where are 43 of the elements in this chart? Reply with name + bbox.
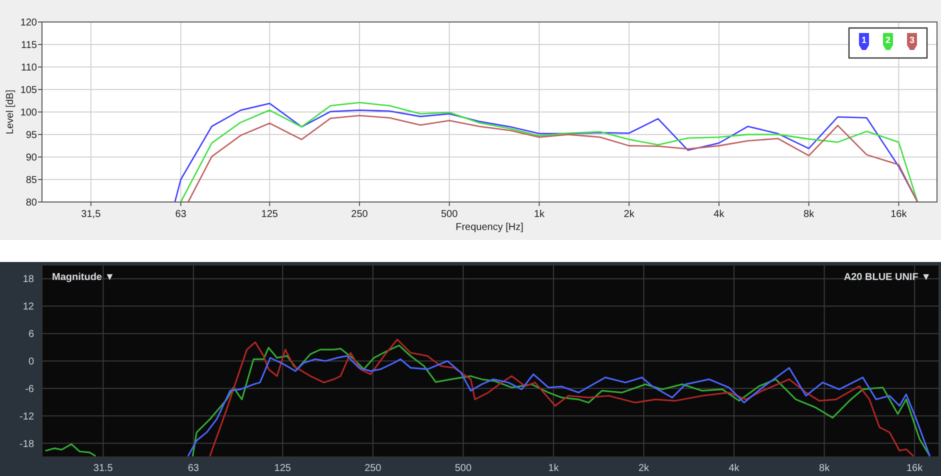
x-tick-label: 63 — [175, 209, 187, 220]
x-tick-label: 31.5 — [93, 463, 114, 474]
x-tick-label: 63 — [188, 463, 200, 474]
x-tick-label: 500 — [441, 209, 458, 220]
y-tick-label: 115 — [21, 40, 38, 51]
y-tick-label: 110 — [21, 62, 38, 74]
x-tick-label: 8k — [819, 463, 831, 474]
y-tick-label: 90 — [26, 152, 38, 164]
x-tick-label: 8k — [804, 209, 816, 220]
x-tick-label: 4k — [714, 209, 726, 220]
x-tick-label: 125 — [261, 209, 278, 220]
x-tick-label: 500 — [454, 463, 472, 474]
x-tick-label: 4k — [728, 463, 740, 474]
x-tick-label: 16k — [906, 463, 924, 474]
x-tick-label: 2k — [624, 209, 636, 220]
annotation: Magnitude ▼ — [52, 272, 115, 283]
y-tick-label: 105 — [20, 85, 38, 96]
x-tick-label: 125 — [274, 463, 292, 474]
text: 2 — [885, 35, 891, 45]
x-tick-label: 16k — [890, 209, 908, 220]
y-tick-label: 85 — [26, 175, 38, 186]
x-tick-label: 250 — [364, 463, 382, 474]
x-axis-title: Frequency [Hz] — [456, 222, 524, 233]
y-tick-label: -18 — [20, 438, 34, 450]
y-tick-label: 80 — [26, 198, 38, 208]
text: 1 — [861, 35, 867, 45]
y-tick-label: 100 — [20, 108, 38, 118]
x-tick-label: 2k — [638, 463, 650, 474]
y-tick-label: 12 — [22, 302, 34, 313]
y-tick-label: 0 — [28, 356, 34, 368]
y-tick-label: -6 — [25, 384, 34, 395]
x-tick-label: 31,5 — [81, 209, 102, 220]
y-tick-label: 18 — [22, 274, 34, 286]
x-tick-label: 250 — [351, 209, 368, 220]
y-tick-label: 120 — [20, 18, 38, 28]
y-axis-title: Level [dB] — [5, 90, 16, 134]
y-tick-label: 6 — [28, 329, 34, 340]
text: 3 — [909, 35, 915, 45]
annotation: A20 BLUE UNIF ▼ — [844, 272, 931, 283]
x-tick-label: 1k — [548, 463, 560, 474]
x-tick-label: 1k — [534, 209, 546, 220]
y-tick-label: -12 — [20, 411, 34, 422]
y-tick-label: 95 — [26, 130, 38, 141]
